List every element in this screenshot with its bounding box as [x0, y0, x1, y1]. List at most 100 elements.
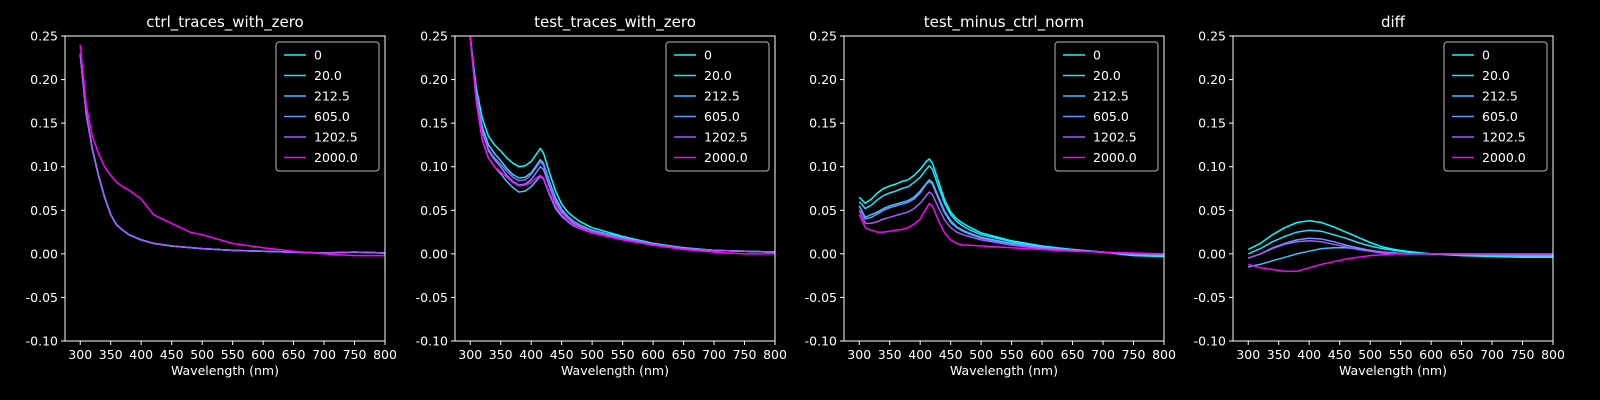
y-tick-label: 0.00	[420, 246, 448, 261]
y-tick-label: 0.05	[809, 203, 837, 218]
series-line-1202.5	[79, 53, 385, 254]
y-tick-label: -0.05	[416, 290, 448, 305]
legend: 0 20.0 212.5 605.0 1202.5 2000.0	[275, 41, 380, 172]
x-tick-label: 800	[1152, 347, 1176, 362]
chart-panel-4: diff 300 350 400 450 500 550 600 650 700 750 800 -0.…	[1194, 13, 1565, 378]
series-line-212.5	[858, 179, 1164, 256]
series-line-212.5	[1248, 247, 1553, 268]
legend-label: 212.5	[1093, 89, 1129, 104]
series-line-0	[469, 36, 775, 253]
x-tick-label: 400	[1297, 347, 1321, 362]
x-tick-label: 350	[878, 347, 902, 362]
x-tick-label: 650	[672, 347, 696, 362]
x-tick-label: 350	[99, 347, 123, 362]
x-tick-label: 500	[1358, 347, 1382, 362]
y-tick-label: 0.15	[809, 116, 837, 131]
x-tick-label: 350	[489, 347, 513, 362]
x-tick-label: 650	[282, 347, 306, 362]
y-tick-label: 0.25	[1198, 29, 1226, 44]
x-axis-label: Wavelength (nm)	[561, 363, 669, 378]
legend-label: 0	[314, 48, 322, 63]
legend-label: 20.0	[314, 68, 342, 83]
y-tick-label: -0.10	[1194, 334, 1226, 349]
series-line-2000.0	[469, 36, 775, 255]
x-tick-label: 450	[160, 347, 184, 362]
legend-label: 2000.0	[1482, 150, 1526, 165]
plot-frame	[64, 35, 386, 342]
y-tick-label: -0.05	[1194, 290, 1226, 305]
series-group	[858, 158, 1164, 258]
legend-label: 212.5	[704, 89, 740, 104]
x-tick-label: 300	[1236, 347, 1260, 362]
x-tick-label: 750	[733, 347, 757, 362]
legend-label: 1202.5	[1482, 130, 1526, 145]
legend-label: 1202.5	[314, 130, 358, 145]
series-line-1202.5	[469, 36, 775, 253]
y-tick-label: 0.20	[809, 72, 837, 87]
y-tick-label: 0.15	[30, 116, 58, 131]
y-tick-label: -0.10	[416, 334, 448, 349]
y-tick-label: 0.15	[1198, 116, 1226, 131]
series-line-20.0	[858, 165, 1164, 257]
x-tick-label: 750	[1122, 347, 1146, 362]
y-tick-label: 0.25	[30, 29, 58, 44]
legend-box	[275, 41, 380, 172]
legend-label: 20.0	[704, 68, 732, 83]
series-group	[79, 44, 385, 257]
y-tick-label: -0.05	[805, 290, 837, 305]
y-tick-label: 0.20	[30, 72, 58, 87]
x-tick-label: 800	[1541, 347, 1565, 362]
x-tick-label: 450	[1328, 347, 1352, 362]
legend-label: 605.0	[314, 109, 350, 124]
series-line-0	[858, 158, 1164, 258]
x-tick-label: 650	[1061, 347, 1085, 362]
x-tick-label: 600	[1030, 347, 1054, 362]
x-tick-label: 600	[1419, 347, 1443, 362]
x-tick-label: 300	[847, 347, 871, 362]
y-tick-label: 0.25	[420, 29, 448, 44]
x-tick-label: 550	[1389, 347, 1413, 362]
x-tick-label: 700	[702, 347, 726, 362]
y-tick-label: 0.15	[420, 116, 448, 131]
chart-panel-2: test_traces_with_zero 300 350 400 450 500 550 6…	[416, 13, 787, 378]
legend-label: 212.5	[314, 89, 350, 104]
legend-label: 0	[1093, 48, 1101, 63]
legend-label: 0	[704, 48, 712, 63]
series-line-0	[1247, 219, 1553, 259]
x-axis-label: Wavelength (nm)	[171, 363, 279, 378]
series-line-2000.0	[858, 202, 1164, 255]
x-tick-label: 450	[550, 347, 574, 362]
y-tick-label: 0.10	[30, 159, 58, 174]
x-tick-label: 500	[580, 347, 604, 362]
x-tick-label: 800	[373, 347, 397, 362]
legend-label: 605.0	[1482, 109, 1518, 124]
y-tick-label: 0.10	[420, 159, 448, 174]
series-group	[1247, 219, 1553, 273]
x-tick-label: 700	[1480, 347, 1504, 362]
plot-frame	[843, 35, 1165, 342]
y-tick-label: 0.00	[1198, 246, 1226, 261]
x-tick-label: 550	[221, 347, 245, 362]
x-tick-label: 800	[763, 347, 787, 362]
y-tick-label: 0.20	[420, 72, 448, 87]
plot-frame	[454, 35, 776, 342]
series-line-1202.5	[858, 191, 1164, 255]
x-tick-label: 500	[969, 347, 993, 362]
chart-panel-1: ctrl_traces_with_zero 300 350 400 450 500 550 6…	[26, 13, 397, 378]
x-tick-label: 400	[519, 347, 543, 362]
x-tick-label: 750	[1511, 347, 1535, 362]
x-tick-label: 600	[641, 347, 665, 362]
y-tick-label: 0.10	[809, 159, 837, 174]
x-tick-label: 700	[312, 347, 336, 362]
y-tick-label: 0.05	[420, 203, 448, 218]
legend-label: 1202.5	[704, 130, 748, 145]
series-line-2000.0	[79, 44, 385, 257]
legend-box	[1054, 41, 1159, 172]
y-tick-label: 0.00	[30, 246, 58, 261]
legend: 0 20.0 212.5 605.0 1202.5 2000.0	[665, 41, 770, 172]
x-tick-label: 300	[68, 347, 92, 362]
legend-label: 2000.0	[1093, 150, 1137, 165]
x-tick-label: 550	[1000, 347, 1024, 362]
legend: 0 20.0 212.5 605.0 1202.5 2000.0	[1443, 41, 1548, 172]
